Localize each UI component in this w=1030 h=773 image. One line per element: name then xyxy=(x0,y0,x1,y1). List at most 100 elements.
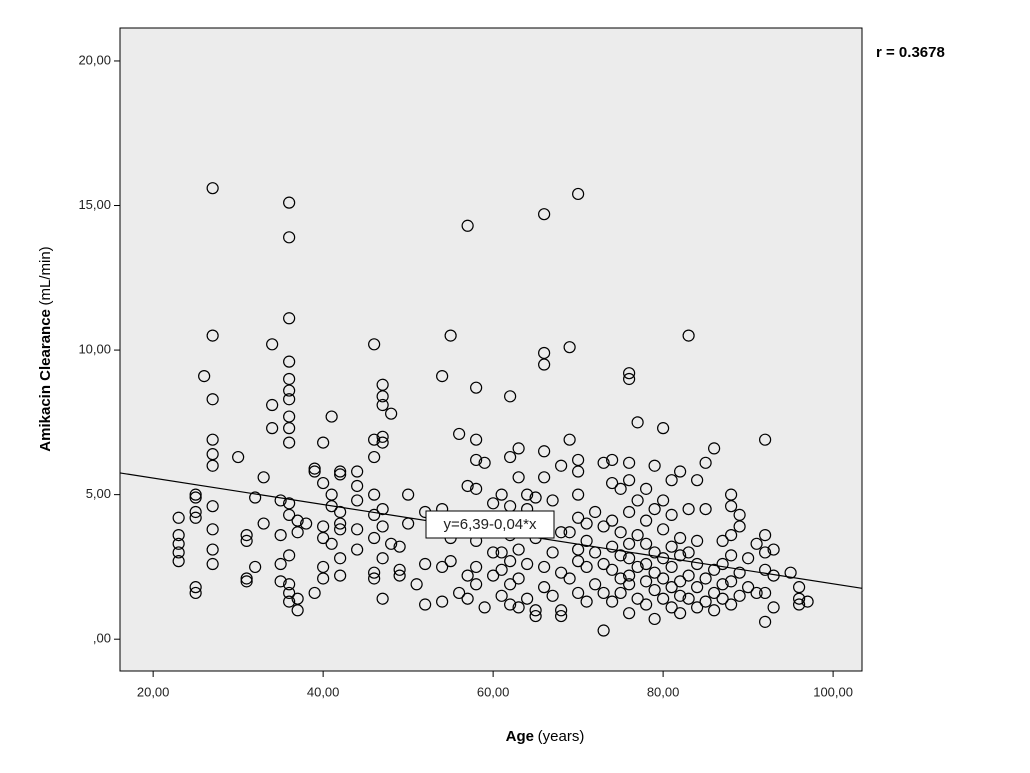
point xyxy=(453,586,466,600)
point xyxy=(682,502,695,516)
point xyxy=(614,586,627,600)
point xyxy=(206,500,219,513)
point xyxy=(470,381,483,394)
point xyxy=(504,598,517,611)
point xyxy=(648,583,661,597)
point xyxy=(240,534,253,547)
point xyxy=(665,474,678,487)
point xyxy=(708,563,721,576)
point xyxy=(716,534,729,547)
point xyxy=(572,488,585,501)
point xyxy=(759,546,772,559)
point xyxy=(682,329,695,342)
point xyxy=(793,592,806,605)
x-tick-label: 100,00 xyxy=(813,684,853,699)
point xyxy=(436,595,449,608)
point xyxy=(376,592,389,605)
y-tick-label: 5,00 xyxy=(86,486,111,501)
point xyxy=(495,563,508,576)
point xyxy=(334,468,347,481)
point xyxy=(283,436,296,449)
point xyxy=(257,517,270,530)
point xyxy=(580,517,593,530)
point xyxy=(623,505,636,519)
point xyxy=(274,494,287,507)
point xyxy=(461,592,474,605)
point xyxy=(368,531,381,545)
point xyxy=(325,537,338,550)
point xyxy=(538,471,551,484)
point xyxy=(623,578,636,591)
x-label: Age xyxy=(506,728,534,745)
point xyxy=(716,592,729,605)
point xyxy=(725,529,738,542)
point xyxy=(793,598,806,611)
y-tick-label: 20,00 xyxy=(78,52,111,67)
point xyxy=(368,508,381,521)
point xyxy=(206,433,219,446)
point xyxy=(750,586,763,600)
point xyxy=(240,572,253,585)
point xyxy=(538,560,551,574)
point xyxy=(623,537,636,550)
point xyxy=(665,581,678,594)
r-annotation: r = 0.3678 xyxy=(876,44,945,61)
point xyxy=(385,407,398,420)
point xyxy=(589,578,602,591)
point xyxy=(623,569,636,582)
point xyxy=(172,529,185,542)
point xyxy=(691,534,704,547)
point xyxy=(274,557,287,571)
point xyxy=(189,505,202,519)
point xyxy=(317,572,330,585)
point xyxy=(606,563,619,576)
point xyxy=(376,398,389,412)
point xyxy=(538,208,551,221)
point xyxy=(317,436,330,449)
point xyxy=(402,488,415,501)
point xyxy=(546,494,559,507)
point xyxy=(614,482,627,495)
point xyxy=(538,445,551,458)
point xyxy=(436,560,449,574)
point xyxy=(801,595,814,608)
point xyxy=(725,598,738,611)
point xyxy=(172,511,185,524)
point xyxy=(563,572,576,585)
point xyxy=(631,494,644,507)
point xyxy=(716,557,729,571)
point xyxy=(495,488,508,501)
point xyxy=(249,491,262,504)
point xyxy=(597,624,610,637)
point xyxy=(334,517,347,530)
point xyxy=(529,609,542,623)
point xyxy=(648,612,661,626)
point xyxy=(682,546,695,559)
point xyxy=(308,462,321,475)
point xyxy=(283,231,296,244)
point xyxy=(759,529,772,542)
point xyxy=(504,390,517,403)
point xyxy=(733,566,746,579)
point xyxy=(198,369,211,383)
point xyxy=(283,586,296,600)
point xyxy=(189,586,202,600)
point xyxy=(283,393,296,406)
point xyxy=(274,529,287,542)
point xyxy=(606,476,619,490)
point xyxy=(512,543,525,556)
point xyxy=(699,502,712,516)
point xyxy=(376,552,389,565)
point xyxy=(504,578,517,591)
plot-area xyxy=(119,27,863,672)
x-tick-label: 60,00 xyxy=(477,684,510,699)
point xyxy=(521,488,534,501)
point xyxy=(257,471,270,484)
point xyxy=(682,569,695,582)
point xyxy=(784,566,797,579)
point xyxy=(614,572,627,585)
point xyxy=(640,575,653,588)
x-axis-title: Age (years) xyxy=(506,728,585,745)
point xyxy=(206,393,219,406)
point xyxy=(385,537,398,550)
